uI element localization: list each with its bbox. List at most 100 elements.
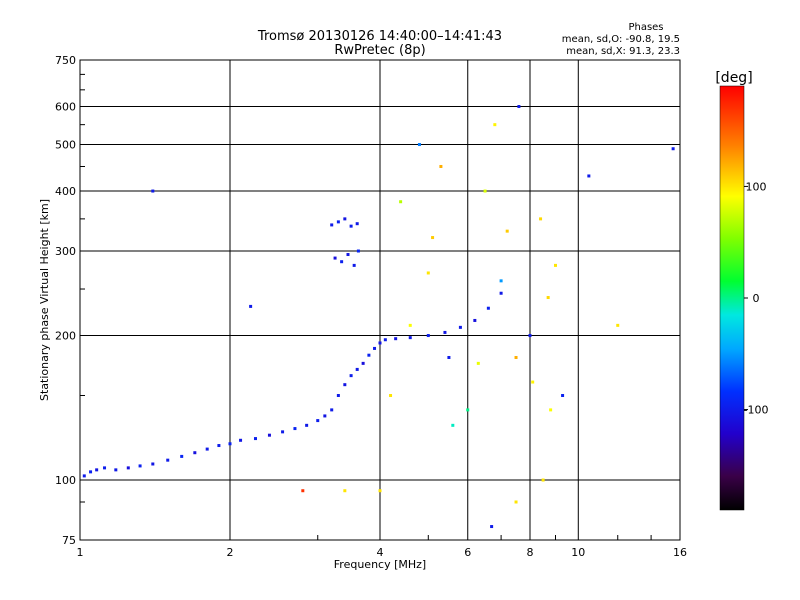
x-tick-label: 2 — [227, 546, 234, 559]
data-point — [349, 374, 353, 378]
data-point — [336, 220, 340, 224]
data-point — [114, 468, 118, 472]
y-tick-label: 750 — [55, 54, 76, 67]
data-point — [378, 341, 382, 345]
x-tick-label: 8 — [527, 546, 534, 559]
data-point — [151, 189, 155, 193]
data-point — [356, 249, 360, 253]
data-point — [616, 323, 620, 327]
data-point — [389, 394, 393, 398]
y-tick-label: 300 — [55, 245, 76, 258]
y-tick-label: 500 — [55, 139, 76, 152]
data-point — [426, 271, 430, 275]
phase-colorbar — [719, 85, 745, 511]
data-point — [193, 451, 197, 455]
data-point — [408, 323, 412, 327]
axis-ticks: 1 2 4 6 8 10 16 75 100 200 300 400 500 600 750 — [55, 54, 687, 559]
data-point — [561, 394, 565, 398]
data-point — [451, 423, 455, 427]
data-point — [205, 447, 209, 451]
data-point — [228, 442, 232, 446]
data-point — [330, 408, 334, 412]
data-point — [587, 174, 591, 178]
x-tick-label: 10 — [571, 546, 585, 559]
data-point — [373, 346, 377, 350]
data-point — [383, 338, 387, 342]
data-point — [517, 105, 521, 109]
data-point — [126, 466, 130, 470]
x-tick-label: 16 — [673, 546, 687, 559]
data-point — [553, 263, 557, 267]
data-point — [499, 291, 503, 295]
data-point — [361, 361, 365, 365]
data-point — [476, 361, 480, 365]
data-point — [349, 224, 353, 228]
data-point — [514, 500, 518, 504]
x-tick-label: 4 — [377, 546, 384, 559]
y-tick-label: 200 — [55, 330, 76, 343]
phases-mean-o: mean, sd,O: -90.8, 19.5 — [562, 34, 680, 45]
data-point — [103, 466, 107, 470]
data-point — [399, 200, 403, 204]
data-points — [82, 105, 675, 529]
x-axis-label: Frequency [MHz] — [334, 558, 426, 571]
chart-title: Tromsø 20130126 14:40:00–14:41:43 — [257, 29, 502, 44]
y-tick-label: 400 — [55, 185, 76, 198]
phases-mean-x: mean, sd,X: 91.3, 23.3 — [566, 46, 680, 57]
data-point — [541, 478, 545, 482]
colorbar-tick-label: 100 — [746, 180, 767, 193]
data-point — [490, 525, 494, 529]
y-tick-label: 600 — [55, 101, 76, 114]
data-point — [151, 462, 155, 466]
colorbar-tick-label: -100 — [744, 404, 769, 417]
colorbar-ticks: 100 0 -100 — [744, 180, 769, 416]
data-point — [531, 380, 535, 384]
data-point — [539, 217, 543, 221]
data-point — [249, 304, 253, 308]
data-point — [431, 236, 435, 240]
data-point — [217, 444, 221, 448]
data-point — [343, 383, 347, 387]
data-point — [336, 394, 340, 398]
data-point — [417, 143, 421, 147]
data-point — [95, 468, 99, 472]
data-point — [458, 325, 462, 329]
data-point — [305, 423, 309, 427]
data-point — [394, 337, 398, 341]
data-point — [528, 334, 532, 338]
data-point — [486, 306, 490, 310]
data-point — [499, 279, 503, 283]
data-point — [671, 147, 675, 151]
data-point — [483, 189, 487, 193]
data-point — [439, 164, 443, 168]
data-point — [346, 253, 350, 257]
colorbar-unit: [deg] — [715, 70, 752, 86]
data-point — [267, 433, 271, 437]
data-point — [281, 430, 285, 434]
data-point — [253, 437, 257, 441]
data-point — [378, 489, 382, 493]
data-point — [239, 438, 243, 442]
data-point — [333, 256, 337, 260]
data-point — [355, 367, 359, 371]
y-tick-label: 100 — [55, 474, 76, 487]
data-point — [343, 489, 347, 493]
data-point — [330, 223, 334, 227]
chart-subtitle: RwPretec (8p) — [334, 43, 425, 58]
data-point — [293, 427, 297, 431]
data-point — [343, 217, 347, 221]
x-tick-label: 6 — [464, 546, 471, 559]
data-point — [549, 408, 553, 412]
grid-lines — [80, 60, 680, 540]
data-point — [166, 458, 170, 462]
data-point — [466, 408, 470, 412]
data-point — [443, 330, 447, 334]
data-point — [301, 489, 305, 493]
data-point — [408, 336, 412, 340]
colorbar-tick-label: 0 — [753, 292, 760, 305]
y-axis-label: Stationary phase Virtual Height [km] — [38, 199, 51, 401]
data-point — [82, 474, 86, 478]
data-point — [473, 318, 477, 322]
data-point — [426, 334, 430, 338]
y-tick-label: 75 — [62, 534, 76, 547]
